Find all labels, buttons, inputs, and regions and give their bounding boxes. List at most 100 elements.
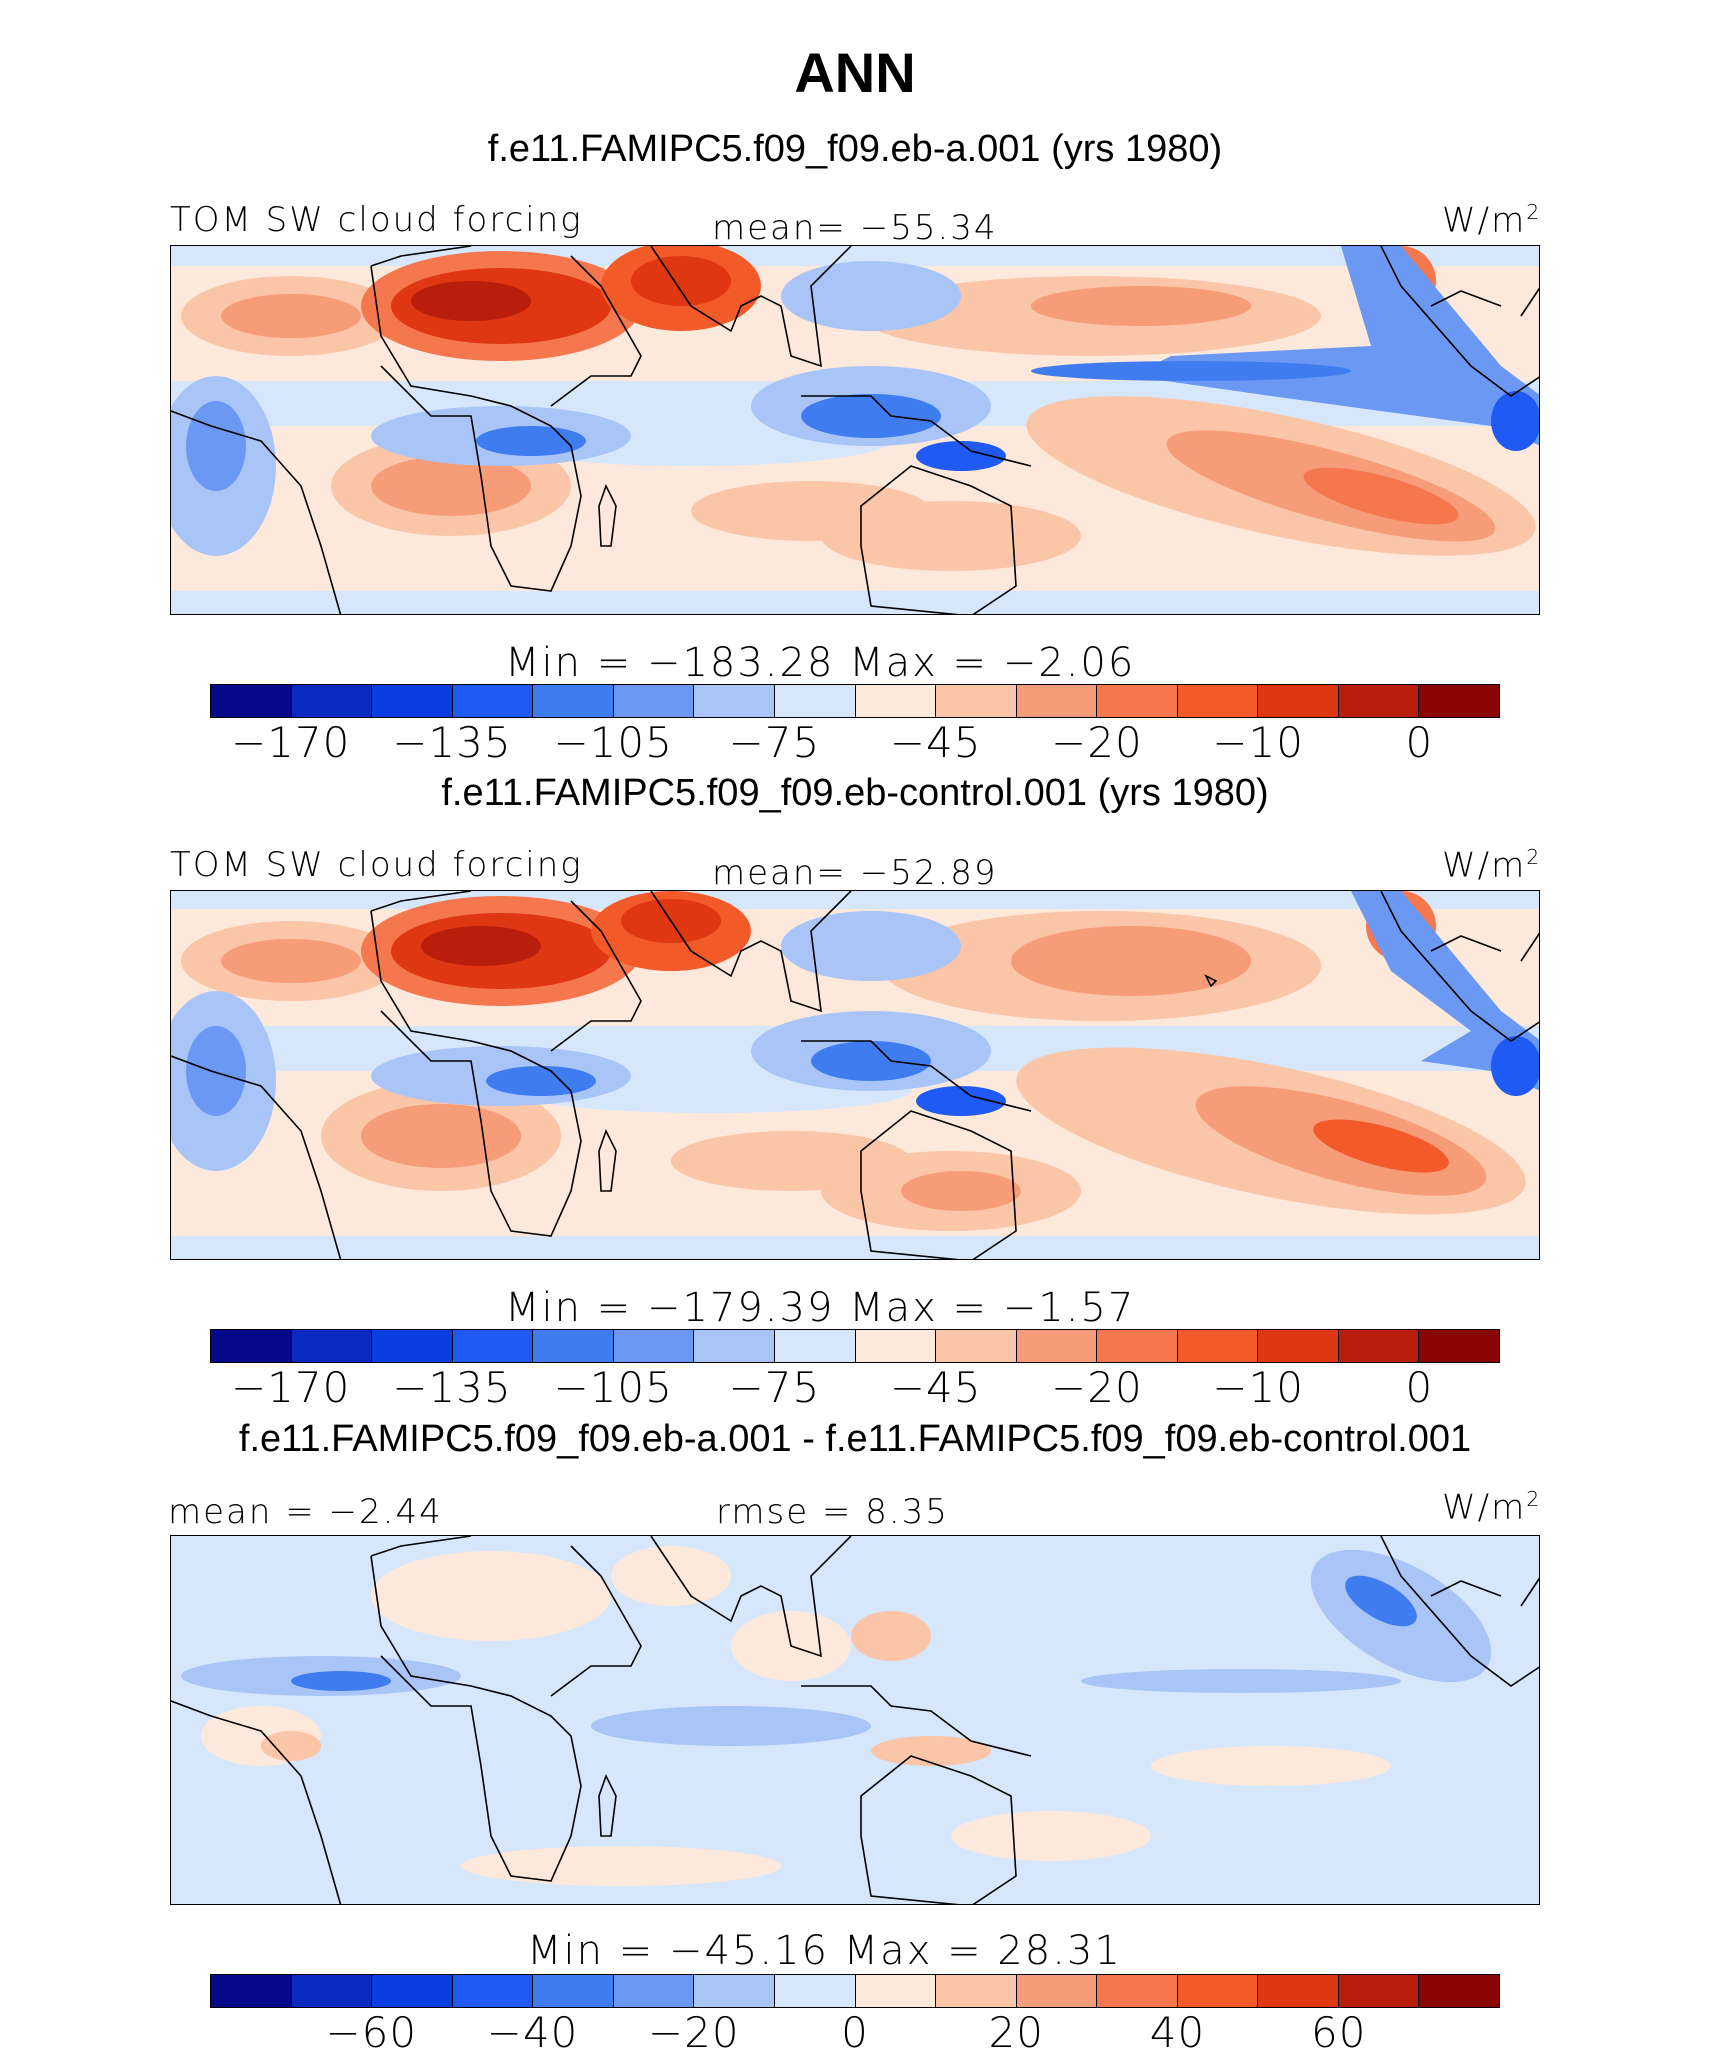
colorbar-tick-label: 0 (1405, 718, 1434, 767)
colorbar-tick-label: −45 (889, 718, 982, 767)
colorbar-tick-label: −10 (1212, 718, 1304, 767)
north-band (171, 891, 1539, 909)
epac-blue (1351, 891, 1539, 1091)
colorbar-swatch (936, 685, 1017, 717)
colorbar-swatch (452, 1975, 534, 2007)
panel3-map (170, 1535, 1540, 1905)
colorbar-swatch (1338, 1330, 1420, 1362)
colorbar-swatch (372, 685, 453, 717)
asia-blue (781, 261, 961, 331)
colorbar-swatch (1177, 1975, 1259, 2007)
colorbar-swatch (1258, 1975, 1339, 2007)
colorbar-swatch (936, 1330, 1017, 1362)
colorbar-tick-label: −20 (1051, 1363, 1143, 1412)
colorbar-swatch (1177, 1330, 1259, 1362)
panel1-colorbar (210, 684, 1500, 718)
colorbar-swatch (1177, 685, 1259, 717)
panel3-field (171, 1536, 1539, 1904)
diff-arabia-pos (611, 1546, 731, 1606)
aus-sc-core (901, 1171, 1021, 1211)
panel1-field (171, 246, 1539, 614)
atl-n-sc-core (221, 294, 361, 338)
panel1-mean-label: mean= −55.34 (712, 208, 998, 248)
pac-s-sc-peak (1313, 1119, 1449, 1173)
new-guinea-core (916, 441, 1006, 471)
panel2-case-title: f.e11.FAMIPC5.f09_f09.eb-control.001 (yr… (441, 772, 1269, 814)
figure-title: ANN (794, 41, 916, 104)
diff-atl-core (291, 1671, 391, 1691)
panel2-mean-label: mean= −52.89 (712, 853, 998, 893)
diff-sahara-pos (371, 1551, 611, 1641)
diff-aus-pos (951, 1811, 1151, 1861)
colorbar-swatch (291, 685, 373, 717)
colorbar-swatch (1097, 1330, 1178, 1362)
colorbar-tick-label: −40 (486, 2008, 579, 2057)
panel2-min-max: Min = −179.39 Max = −1.57 (505, 1285, 1136, 1331)
colorbar-swatch (1097, 1975, 1178, 2007)
south-band (171, 1236, 1539, 1259)
panel3-case-title: f.e11.FAMIPC5.f09_f09.eb-a.001 - f.e11.F… (238, 1418, 1472, 1460)
colorbar-swatch (1097, 685, 1178, 717)
samerica-core (186, 1026, 246, 1116)
atl-s-sc-core (361, 1104, 521, 1168)
colorbar-swatch (372, 1975, 453, 2007)
colorbar-swatch (855, 685, 937, 717)
colorbar-swatch (1258, 685, 1339, 717)
colorbar-swatch (1338, 1975, 1420, 2007)
panel1-units: W/m2 (1442, 200, 1542, 241)
panel1-case-title: f.e11.FAMIPC5.f09_f09.eb-a.001 (yrs 1980… (487, 128, 1223, 170)
colorbar-swatch (694, 1975, 775, 2007)
colorbar-tick-label: −75 (728, 1363, 821, 1412)
colorbar-swatch (774, 1330, 856, 1362)
colorbar-tick-label: −135 (392, 1363, 512, 1412)
panel1-coastlines (171, 246, 1539, 614)
panel3-colorbar (210, 1974, 1500, 2008)
diff-newguinea-pos (871, 1736, 991, 1766)
colorbar-swatch (1419, 1975, 1499, 2007)
atl-s-sc-core (371, 456, 531, 516)
colorbar-swatch (1016, 1330, 1098, 1362)
epac-blue (1131, 246, 1539, 446)
colorbar-tick-label: −45 (889, 1363, 982, 1412)
diff-samerica-core (261, 1731, 321, 1761)
panama-core (1491, 391, 1539, 451)
panama-core (1491, 1036, 1539, 1096)
panel2-colorbar (210, 1329, 1500, 1363)
colorbar-tick-label: −170 (230, 718, 351, 767)
panel2-field (171, 891, 1539, 1259)
colorbar-swatch (211, 1975, 292, 2007)
diff-so-pos (461, 1846, 781, 1886)
panel3-coastlines (171, 1536, 1539, 1904)
colorbar-tick-label: −20 (1051, 718, 1143, 767)
colorbar-swatch (1338, 685, 1420, 717)
colorbar-swatch (211, 1330, 292, 1362)
panel2-map (170, 890, 1540, 1260)
panel3-rmse-label: rmse = 8.35 (716, 1492, 949, 1532)
atl-n-sc-core (221, 939, 361, 983)
sahara-peak (421, 926, 541, 966)
colorbar-swatch (1419, 685, 1499, 717)
diff-io-neg (591, 1706, 871, 1746)
colorbar-swatch (613, 1975, 695, 2007)
colorbar-swatch (694, 1330, 775, 1362)
diff-epac-core (1345, 1575, 1417, 1627)
new-guinea-core (916, 1086, 1006, 1116)
panel1-variable-label: TOM SW cloud forcing (170, 200, 583, 240)
colorbar-tick-label: −135 (392, 718, 512, 767)
panel2-coastlines (171, 891, 1539, 1259)
colorbar-swatch (452, 685, 534, 717)
panel3-min-max: Min = −45.16 Max = 28.31 (527, 1928, 1122, 1974)
io-s-sc (691, 481, 931, 541)
colorbar-swatch (855, 1975, 937, 2007)
colorbar-tick-label: 20 (988, 2008, 1044, 2057)
colorbar-swatch (1419, 1330, 1499, 1362)
colorbar-swatch (613, 1330, 695, 1362)
samerica-core (186, 401, 246, 491)
panel3-units: W/m2 (1442, 1487, 1542, 1528)
colorbar-tick-label: 0 (1405, 1363, 1434, 1412)
colorbar-tick-label: −105 (553, 1363, 673, 1412)
colorbar-tick-label: −10 (1212, 1363, 1304, 1412)
colorbar-swatch (1016, 1975, 1098, 2007)
panel1-min-max: Min = −183.28 Max = −2.06 (505, 640, 1136, 686)
colorbar-tick-label: 40 (1149, 2008, 1206, 2057)
